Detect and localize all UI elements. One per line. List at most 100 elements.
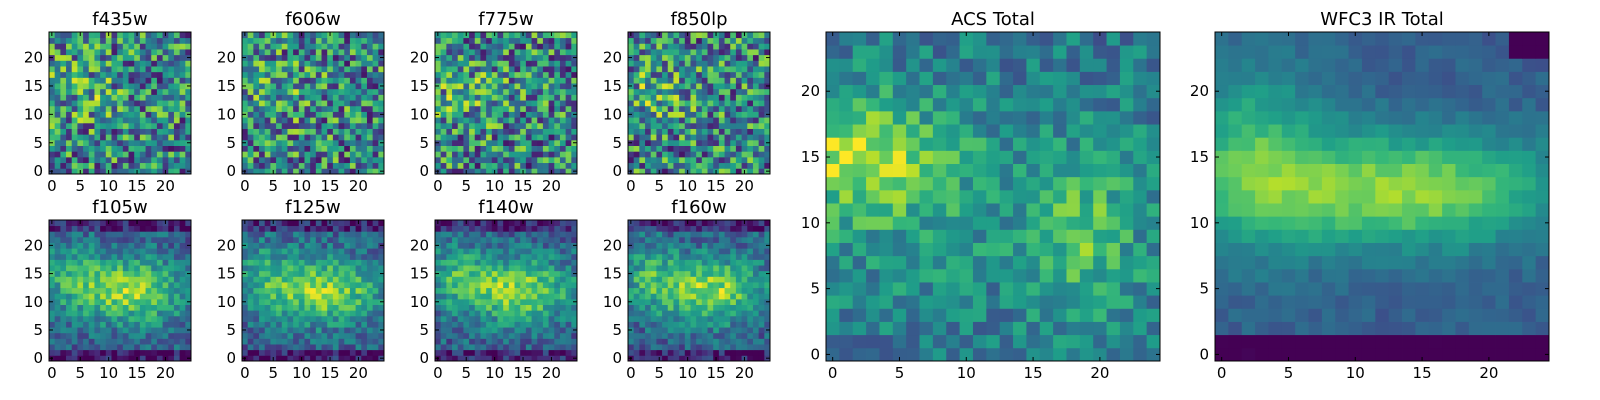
heatmap-cell (435, 49, 442, 56)
heatmap-cell (366, 37, 374, 44)
heatmap-cell (310, 265, 317, 272)
heatmap-cell (440, 128, 447, 135)
heatmap-cell (111, 259, 118, 266)
heatmap-cell (71, 344, 78, 351)
heatmap-cell (514, 66, 521, 73)
heatmap-cell (94, 315, 101, 322)
heatmap-cell (281, 231, 288, 238)
heatmap-cell (264, 265, 271, 272)
heatmap-cell (321, 253, 328, 260)
heatmap-cell (173, 220, 181, 227)
heatmap-cell (435, 151, 442, 158)
heatmap-cell (503, 327, 510, 334)
heatmap-cell (264, 49, 271, 56)
heatmap-cell (378, 94, 385, 101)
heatmap-cell (344, 60, 351, 67)
heatmap-cell (508, 111, 515, 118)
heatmap-cell (281, 122, 288, 129)
heatmap-cell (542, 139, 549, 146)
heatmap-cell (679, 145, 686, 152)
heatmap-cell (344, 349, 351, 356)
heatmap-cell (94, 265, 101, 272)
heatmap-cell (480, 259, 487, 266)
heatmap-cell (503, 298, 510, 305)
heatmap-cell (315, 344, 322, 351)
heatmap-cell (758, 60, 765, 67)
heatmap-cell (474, 88, 481, 95)
heatmap-cell (321, 83, 328, 90)
heatmap-cell (83, 168, 90, 175)
heatmap-cell (378, 134, 385, 141)
heatmap-cell (134, 122, 141, 129)
heatmap-cell (718, 77, 725, 84)
heatmap-cell (168, 236, 175, 243)
heatmap-cell (435, 105, 442, 112)
heatmap-cell (66, 94, 73, 101)
heatmap-cell (315, 253, 322, 260)
heatmap-cell (378, 49, 385, 56)
heatmap-cell (71, 293, 78, 300)
heatmap-cell (128, 168, 135, 175)
heatmap-cell (690, 105, 697, 112)
heatmap-cell (525, 54, 532, 61)
heatmap-cell (559, 259, 567, 266)
heatmap-cell (315, 282, 322, 289)
heatmap-cell (758, 128, 765, 135)
heatmap-cell (764, 37, 771, 44)
heatmap-cell (327, 162, 334, 169)
heatmap-cell (372, 248, 379, 255)
heatmap-cell (480, 60, 487, 67)
heatmap-cell (281, 32, 288, 39)
heatmap-cell (366, 253, 374, 260)
heatmap-cell (440, 32, 447, 39)
heatmap-cell (139, 248, 146, 255)
heatmap-cell (446, 321, 453, 328)
heatmap-cell (525, 139, 532, 146)
heatmap-cell (542, 355, 549, 362)
heatmap-cell (332, 338, 339, 345)
heatmap-cell (656, 111, 663, 118)
heatmap-cell (162, 231, 169, 238)
heatmap-cell (480, 231, 487, 238)
heatmap-cell (122, 151, 129, 158)
heatmap-cell (639, 66, 646, 73)
heatmap-cell (491, 236, 498, 243)
heatmap-cell (452, 298, 459, 305)
heatmap-cell (355, 88, 362, 95)
heatmap-cell (565, 236, 572, 243)
heatmap-cell (639, 49, 646, 56)
heatmap-cell (480, 162, 487, 169)
heatmap-cell (571, 88, 578, 95)
heatmap-cell (128, 225, 135, 232)
heatmap-cell (122, 270, 129, 277)
heatmap-cell (111, 304, 118, 311)
heatmap-cell (247, 253, 254, 260)
heatmap-cell (332, 111, 339, 118)
heatmap-cell (94, 310, 101, 317)
heatmap-cell (134, 236, 141, 243)
heatmap-cell (94, 100, 101, 107)
heatmap-cell (349, 304, 356, 311)
heatmap-cell (117, 344, 124, 351)
heatmap-cell (554, 77, 561, 84)
heatmap-cell (542, 321, 549, 328)
heatmap-cell (491, 71, 498, 78)
heatmap-cell (145, 327, 152, 334)
heatmap-cell (77, 231, 84, 238)
heatmap-cell (696, 332, 703, 339)
heatmap-cell (338, 253, 345, 260)
heatmap-cell (122, 344, 129, 351)
heatmap-cell (696, 282, 703, 289)
heatmap-cell (332, 270, 339, 277)
heatmap-cell (94, 332, 101, 339)
heatmap-cell (315, 332, 322, 339)
heatmap-cell (173, 236, 181, 243)
heatmap-cell (321, 225, 328, 232)
heatmap-cell (718, 134, 725, 141)
heatmap-cell (508, 220, 515, 227)
heatmap-cell (542, 168, 549, 175)
heatmap-cell (298, 236, 305, 243)
heatmap-cell (503, 293, 510, 300)
heatmap-cell (276, 43, 283, 50)
heatmap-cell (139, 49, 146, 56)
